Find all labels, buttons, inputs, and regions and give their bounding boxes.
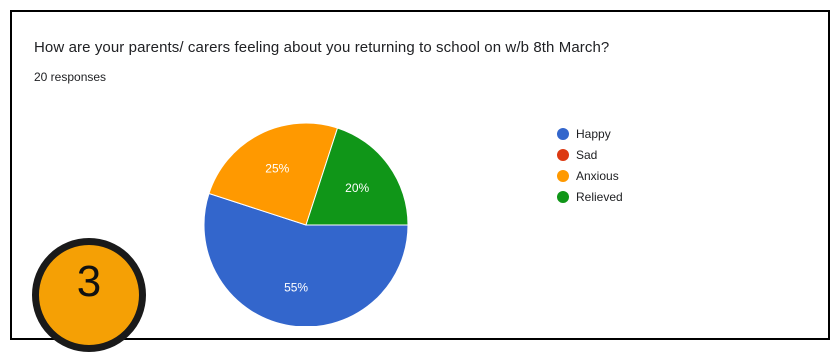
- pie-chart: 55% 25% 20%: [203, 122, 409, 326]
- response-count: 20 responses: [34, 70, 107, 84]
- legend-label: Happy: [576, 126, 611, 141]
- legend-label: Anxious: [576, 168, 619, 183]
- legend-label: Sad: [576, 147, 598, 162]
- pie-label-anxious: 25%: [265, 162, 289, 176]
- pie-slice-relieved[interactable]: [305, 127, 409, 226]
- pie-label-relieved: 20%: [345, 181, 369, 195]
- legend-label: Relieved: [576, 189, 623, 204]
- legend-swatch-icon: [557, 148, 569, 161]
- question-title: How are your parents/ carers feeling abo…: [34, 39, 610, 56]
- legend-item-happy[interactable]: Happy: [557, 123, 623, 144]
- form-summary-card: [10, 10, 830, 340]
- legend-swatch-icon: [557, 127, 569, 140]
- legend-swatch-icon: [557, 169, 569, 182]
- legend-item-relieved[interactable]: Relieved: [557, 186, 623, 207]
- legend-item-anxious[interactable]: Anxious: [557, 165, 623, 186]
- step-number: 3: [76, 257, 102, 306]
- legend-item-sad[interactable]: Sad: [557, 144, 623, 165]
- step-number-badge: 3: [32, 238, 146, 352]
- pie-label-happy: 55%: [284, 280, 308, 294]
- chart-legend: Happy Sad Anxious Relieved: [557, 123, 623, 207]
- pie-slice-anxious[interactable]: [208, 122, 339, 226]
- legend-swatch-icon: [557, 190, 569, 203]
